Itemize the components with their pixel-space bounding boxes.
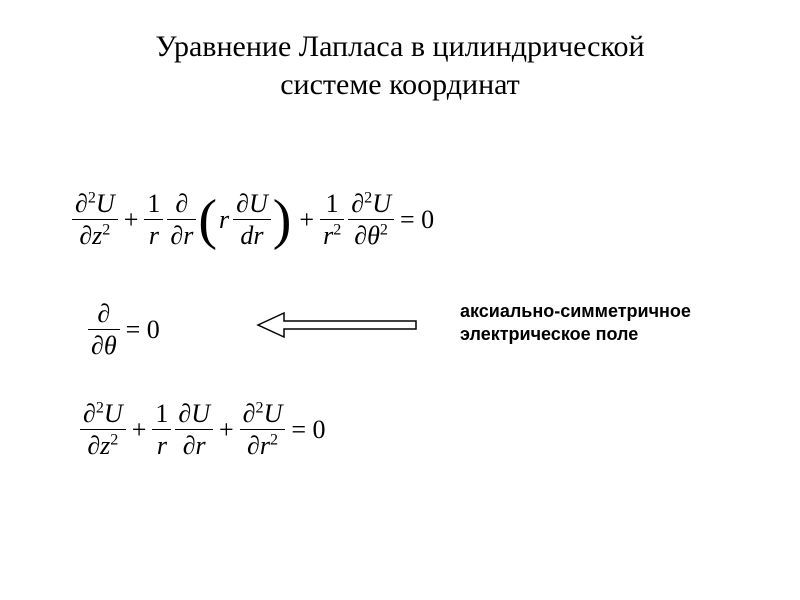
term-d2U-dz2: ∂2U ∂z2 bbox=[72, 190, 118, 250]
annotation-line2: электрическое поле bbox=[460, 324, 638, 344]
title-line1: Уравнение Лапласа в цилиндрической bbox=[155, 30, 644, 63]
slide: Уравнение Лапласа в цилиндрической систе… bbox=[0, 0, 800, 600]
equation-laplace-cylindrical: ∂2U ∂z2 + 1 r ∂ ∂r ( r ∂U dr ) + 1 bbox=[72, 190, 440, 250]
term3-d2U-dz2: ∂2U ∂z2 bbox=[80, 400, 126, 460]
equals-zero-1: = 0 bbox=[394, 205, 440, 235]
equals-zero-2: = 0 bbox=[120, 315, 166, 345]
annotation-line1: аксиально-симметричное bbox=[460, 301, 691, 321]
equals-zero-3: = 0 bbox=[285, 415, 331, 445]
page-title: Уравнение Лапласа в цилиндрической систе… bbox=[0, 28, 800, 103]
title-line2: системе координат bbox=[280, 68, 520, 101]
arrow-left-icon bbox=[250, 308, 420, 342]
equation-axial-condition: ∂ ∂θ = 0 bbox=[88, 300, 166, 360]
equation-laplace-axial: ∂2U ∂z2 + 1 r ∂U ∂r + ∂2U ∂r2 = 0 bbox=[80, 400, 332, 460]
annotation-axial-field: аксиально-симметричное электрическое пол… bbox=[460, 300, 691, 345]
term-d-dr: ∂ ∂r bbox=[167, 190, 196, 250]
term-1-over-r: 1 r bbox=[144, 190, 163, 250]
term-d2U-dtheta2: ∂2U ∂θ2 bbox=[348, 190, 394, 250]
term-d-dtheta: ∂ ∂θ bbox=[88, 300, 120, 360]
plus-4: + bbox=[213, 415, 240, 445]
plus-3: + bbox=[126, 415, 153, 445]
term3-1-over-r: 1 r bbox=[152, 400, 171, 460]
term-r-dU-dr: r ∂U dr bbox=[219, 190, 271, 250]
term-1-over-r2: 1 r2 bbox=[320, 190, 344, 250]
term3-dU-dr: ∂U ∂r bbox=[175, 400, 213, 460]
plus-2: + bbox=[293, 205, 320, 235]
plus-1: + bbox=[118, 205, 145, 235]
term3-d2U-dr2: ∂2U ∂r2 bbox=[240, 400, 286, 460]
